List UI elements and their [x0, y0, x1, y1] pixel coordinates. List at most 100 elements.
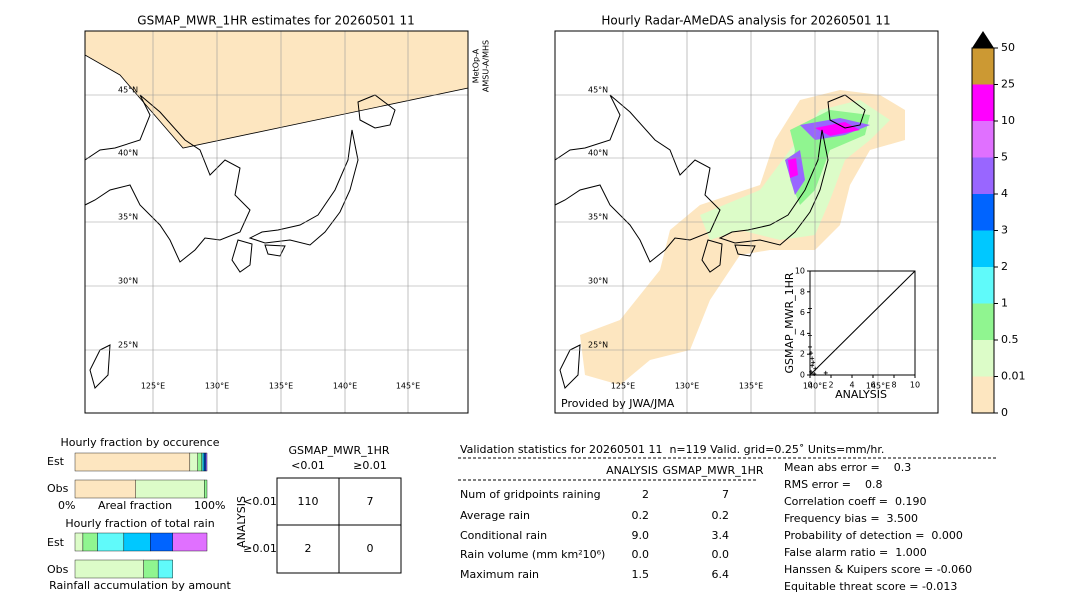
colorbar-label: 2	[1001, 260, 1008, 273]
row-label: Est	[47, 536, 65, 549]
stat-value: 7	[722, 488, 729, 501]
score: False alarm ratio = 1.000	[784, 546, 927, 559]
panel-footer: Rainfall accumulation by amount	[49, 579, 231, 592]
stat-label: Rain volume (mm km²10⁶)	[460, 548, 605, 561]
fraction-segment	[143, 559, 159, 579]
row-label: Est	[47, 455, 65, 468]
inset-bg	[780, 265, 920, 400]
colorbar-swatch	[972, 230, 994, 267]
x-tick-label: 0	[807, 381, 812, 390]
stat-value: 2	[642, 488, 649, 501]
score: Equitable threat score = -0.013	[784, 580, 957, 593]
stat-label: Maximum rain	[460, 568, 539, 581]
colorbar-label: 0	[1001, 406, 1008, 419]
fraction-segment	[150, 532, 173, 552]
fraction-segment	[204, 479, 208, 499]
fraction-segment	[74, 532, 84, 552]
scatter-point	[823, 370, 828, 375]
colorbar-swatch	[972, 157, 994, 194]
cell: 2	[305, 542, 312, 555]
score: Frequency bias = 3.500	[784, 512, 918, 525]
fraction-segment	[123, 532, 151, 552]
lon-label: 145°E	[866, 382, 890, 391]
stat-value: 3.4	[712, 529, 730, 542]
colorbar-label: 0.01	[1001, 370, 1026, 383]
diagonal	[809, 270, 916, 376]
colorbar-swatch	[972, 376, 994, 413]
y-tick-label: 2	[800, 350, 805, 359]
fraction-segment	[74, 479, 136, 499]
map-title: GSMAP_MWR_1HR estimates for 20260501 11	[137, 14, 414, 28]
scatter-point	[808, 333, 812, 338]
panel-title: Hourly fraction by occurence	[61, 436, 220, 449]
lon-label: 130°E	[205, 382, 229, 391]
colorbar-label: 4	[1001, 187, 1008, 200]
fraction-segment	[157, 559, 173, 579]
colorbar-extend	[972, 31, 994, 48]
fraction-segment	[97, 532, 125, 552]
stat-value: 0.0	[632, 548, 650, 561]
lon-label: 145°E	[396, 382, 420, 391]
map-grid: 45°N 40°N 35°N 30°N 25°N 125°E 130°E 135°E 140°E…	[85, 31, 938, 413]
lat-label: 30°N	[118, 277, 138, 286]
sensor-label: MetOp-A	[472, 48, 481, 83]
stat-value: 1.5	[632, 568, 650, 581]
row-title: ANALYSIS	[235, 496, 248, 548]
lat-label: 25°N	[588, 341, 608, 350]
stat-value: 6.4	[712, 568, 730, 581]
scatter-point	[809, 369, 814, 374]
scatter-point	[813, 366, 818, 371]
lat-label: 45°N	[588, 86, 608, 95]
x-tick-label: 4	[849, 381, 854, 390]
lon-label: 135°E	[269, 382, 293, 391]
stat-value: 0.2	[712, 509, 730, 522]
cell: 0	[367, 542, 374, 555]
colorbar-swatch	[972, 267, 994, 304]
colorbar-label: 1	[1001, 297, 1008, 310]
lon-label: 125°E	[141, 382, 165, 391]
scatter-point	[809, 351, 814, 356]
stat-label: Num of gridpoints raining	[460, 488, 601, 501]
fraction-segment	[172, 532, 208, 552]
map-frame	[554, 30, 939, 414]
scatter-point	[808, 344, 812, 349]
score: Mean abs error = 0.3	[784, 461, 911, 474]
col-label: <0.01	[291, 459, 325, 472]
row-label: <0.01	[243, 495, 277, 508]
rain-area	[788, 122, 860, 178]
row-label: Obs	[47, 563, 69, 576]
axis-label: 0%	[58, 499, 75, 512]
credit: Provided by JWA/JMA	[561, 397, 675, 410]
lat-label: 25°N	[118, 341, 138, 350]
lat-label: 45°N	[118, 86, 138, 95]
row-label: ≥0.01	[243, 542, 277, 555]
scatter-point	[811, 360, 816, 365]
colorbar-label: 5	[1001, 151, 1008, 164]
lon-label: 140°E	[803, 382, 827, 391]
colorbar-swatch	[972, 194, 994, 231]
fraction-segment	[197, 452, 202, 472]
fraction-segment	[135, 479, 205, 499]
stat-value: 0.2	[632, 509, 650, 522]
colorbar-swatch	[972, 303, 994, 340]
colorbar-swatch	[972, 48, 994, 85]
lat-label: 35°N	[588, 213, 608, 222]
lat-label: 30°N	[588, 277, 608, 286]
panel-title: Hourly fraction of total rain	[65, 517, 214, 530]
fraction-segment	[74, 452, 191, 472]
stat-value: 0.0	[712, 548, 730, 561]
colorbar-label: 3	[1001, 224, 1008, 237]
lon-label: 130°E	[675, 382, 699, 391]
x-tick-label: 2	[828, 381, 833, 390]
map-frame	[84, 30, 469, 414]
y-tick-label: 10	[795, 267, 805, 276]
score: Hanssen & Kuipers score = -0.060	[784, 563, 972, 576]
scatter-ylabel: GSMAP_MWR_1HR	[783, 272, 796, 373]
colorbar-label: 0.5	[1001, 333, 1019, 346]
stat-label: Conditional rain	[460, 529, 547, 542]
lon-label: 140°E	[333, 382, 357, 391]
lon-label: 135°E	[739, 382, 763, 391]
score: Probability of detection = 0.000	[784, 529, 963, 542]
y-tick-label: 6	[800, 308, 805, 317]
row-label: Obs	[47, 482, 69, 495]
